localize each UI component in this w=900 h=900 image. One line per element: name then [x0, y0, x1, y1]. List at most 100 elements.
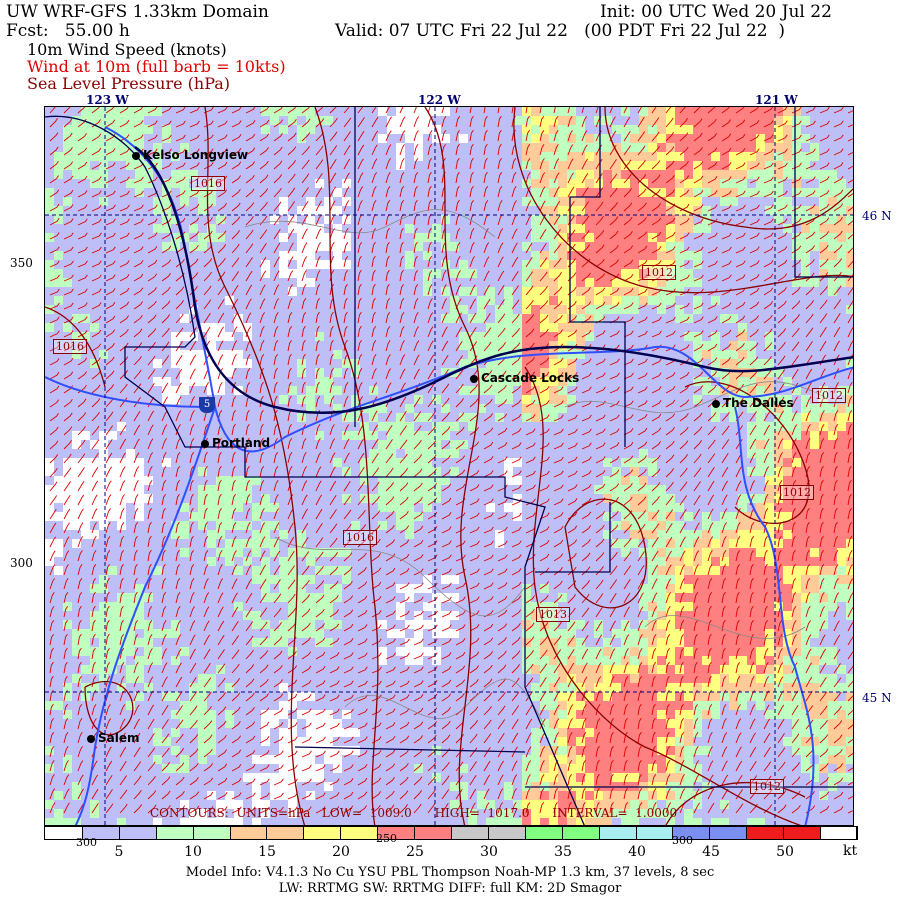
wind-barb [469, 554, 480, 562]
wind-barb [245, 735, 256, 744]
wind-barb [203, 521, 208, 534]
wind-barb [553, 442, 564, 450]
wind-barb [413, 130, 419, 142]
wind-barb [847, 423, 852, 436]
wind-barb [161, 747, 170, 758]
wind-barb [777, 634, 783, 646]
wind-barb [819, 203, 830, 212]
wind-barb [329, 367, 334, 380]
wind-barb [427, 679, 438, 688]
wind-barb [847, 179, 853, 184]
wind-barb [539, 129, 545, 142]
wind-barb [595, 414, 606, 422]
wind-barb [497, 788, 504, 800]
wind-barb [749, 619, 754, 632]
wind-barb [329, 480, 337, 492]
wind-barb [749, 411, 757, 422]
wind-barb [805, 204, 816, 212]
wind-barb [413, 312, 419, 324]
wind-barb [245, 707, 255, 716]
wind-barb [637, 302, 648, 310]
wind-barb [287, 160, 296, 170]
wind-barb [469, 788, 477, 800]
wind-barb [819, 648, 827, 660]
wind-barb [329, 652, 340, 660]
wind-barb [609, 717, 614, 730]
wind-barb [273, 607, 282, 618]
wind-barb [581, 745, 587, 758]
wind-barb [497, 107, 500, 114]
wind-barb [497, 760, 504, 772]
wind-barb [91, 774, 99, 786]
wind-barb [189, 176, 200, 184]
wind-barb [651, 386, 662, 394]
wind-barb [217, 216, 227, 226]
wind-barb [231, 564, 238, 576]
wind-barb [651, 302, 662, 310]
wind-barb [49, 495, 58, 506]
city-dot-icon [712, 400, 720, 408]
wind-barb [329, 722, 340, 730]
wind-barb [707, 619, 712, 632]
wind-barb [707, 118, 717, 128]
wind-barb [539, 567, 550, 576]
wind-barb [791, 231, 802, 240]
wind-barb [259, 256, 267, 268]
wind-barb [273, 174, 283, 184]
wind-barb [441, 440, 451, 450]
wind-barb [49, 467, 58, 478]
wind-barb [357, 764, 368, 772]
wind-barb [483, 214, 489, 226]
wind-barb [203, 620, 210, 632]
wind-barb [469, 802, 476, 814]
wind-barb [847, 753, 853, 758]
wind-barb [63, 288, 74, 296]
wind-barb [847, 165, 853, 170]
wind-barb [105, 329, 116, 338]
wind-barb [301, 228, 308, 240]
wind-barb [329, 311, 334, 324]
wind-barb [161, 286, 171, 296]
wind-barb [259, 508, 265, 520]
wind-barb [203, 189, 214, 198]
wind-barb [203, 606, 210, 618]
wind-barb [679, 619, 685, 632]
wind-barb [371, 325, 377, 338]
wind-barb [119, 760, 127, 772]
wind-barb [49, 592, 55, 604]
wind-barb [343, 269, 348, 282]
wind-barb [651, 145, 660, 156]
wind-barb [511, 664, 520, 674]
wind-barb [133, 107, 144, 114]
wind-barb [245, 465, 250, 478]
wind-barb [777, 232, 788, 240]
wind-barb [427, 596, 438, 604]
wind-barb [147, 120, 158, 128]
wind-barb [483, 678, 493, 688]
wind-barb [637, 217, 647, 226]
wind-barb [455, 483, 466, 492]
wind-barb [791, 676, 798, 688]
wind-barb [609, 787, 614, 800]
wind-barb [567, 172, 574, 184]
wind-barb [525, 158, 531, 170]
wind-barb [105, 260, 116, 268]
wind-barb [819, 451, 825, 464]
city-kelso-longview: Kelso Longview [132, 148, 248, 162]
wind-barb [231, 735, 242, 744]
wind-barb [105, 370, 115, 380]
wind-barb [119, 328, 129, 338]
wind-barb [245, 161, 255, 170]
wind-barb [735, 148, 746, 156]
wind-barb [511, 385, 522, 394]
colorbar-tick-label: 30 [480, 844, 498, 860]
wind-barb [259, 479, 265, 492]
wind-barb [217, 521, 223, 534]
wind-barb [105, 494, 112, 506]
wind-barb [161, 776, 171, 786]
wind-barb [287, 214, 295, 226]
wind-barb [455, 143, 460, 156]
wind-barb [413, 482, 423, 492]
wind-barb [441, 775, 450, 786]
wind-barb [679, 536, 686, 548]
